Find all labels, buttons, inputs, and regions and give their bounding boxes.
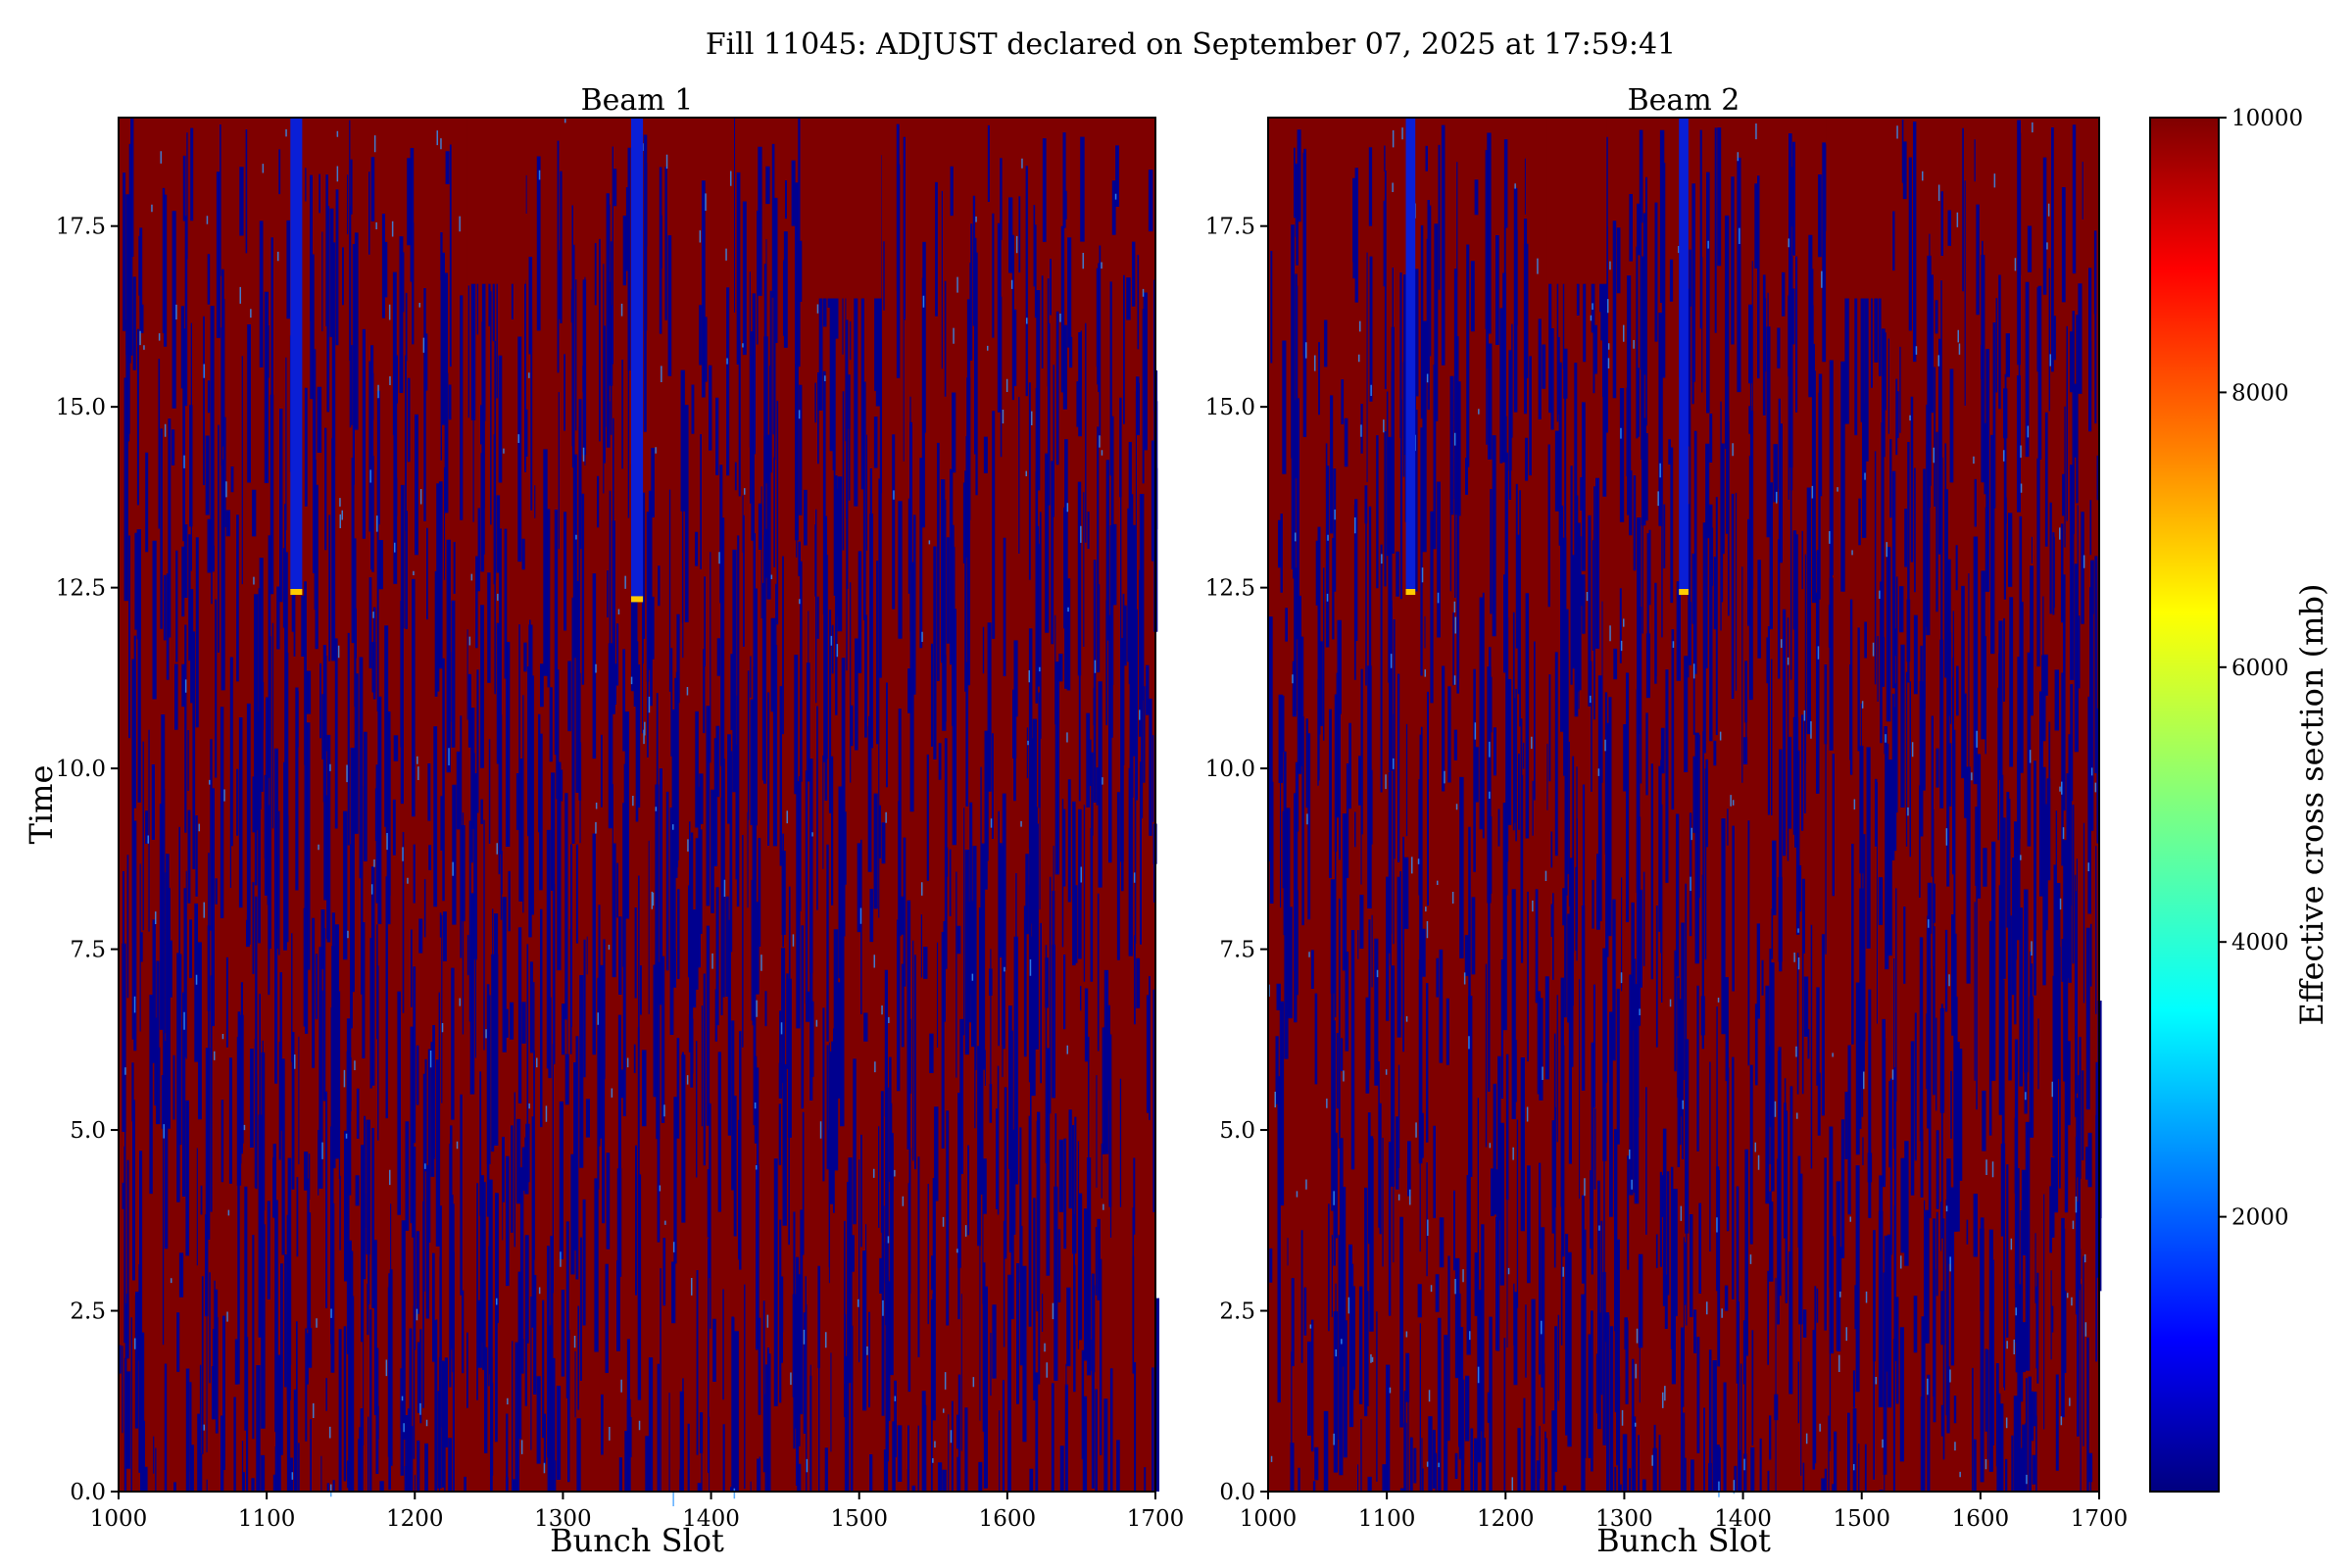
- x-tick-label: 1100: [1358, 1506, 1416, 1532]
- colorbar-ticks: 2000 4000 6000 8000 10000: [2219, 106, 2303, 1231]
- x-tick-label: 1400: [682, 1506, 740, 1532]
- heatmap-low-streaks: [119, 118, 1160, 1493]
- x-tick-label: 1100: [238, 1506, 296, 1532]
- beam-2-x-ticks: 1000 1100 1200 1300 1400 1500 1600 1700: [1240, 1492, 2129, 1532]
- colorbar-label: Effective cross section (mb): [2293, 584, 2330, 1026]
- x-tick-label: 1600: [1952, 1506, 2010, 1532]
- saturated-block: [1546, 118, 1607, 284]
- colorbar-tick-label: 10000: [2231, 106, 2303, 131]
- x-tick-label: 1300: [534, 1506, 592, 1532]
- y-tick-label: 15.0: [1205, 395, 1255, 420]
- x-tick-label: 1300: [1595, 1506, 1653, 1532]
- beam-2-heatmap: [1268, 118, 2102, 1497]
- x-tick-label: 1500: [830, 1506, 888, 1532]
- panel-beam-2: Beam 2 1000 1100 1200 1300 1400 1500 1600 1700 …: [1205, 83, 2128, 1559]
- y-tick-label: 5.0: [70, 1118, 106, 1144]
- stripe-edge-marker: [1679, 589, 1689, 595]
- beam-1-x-axis-label: Bunch Slot: [550, 1522, 724, 1559]
- beam-1-axes-frame: [118, 117, 1156, 1493]
- stripe-edge-marker: [290, 589, 303, 595]
- x-tick-label: 1000: [1240, 1506, 1298, 1532]
- stripe-edge-marker: [631, 596, 644, 603]
- stripe-edge-marker: [1405, 589, 1416, 595]
- beam-1-y-ticks: 0.0 2.5 5.0 7.5 10.0 12.5 15.0 17.5: [56, 215, 119, 1505]
- y-tick-label: 12.5: [1205, 576, 1255, 602]
- x-tick-label: 1000: [90, 1506, 148, 1532]
- beam-1-x-ticks: 1000 1100 1200 1300 1400 1500 1600 1700: [90, 1492, 1185, 1532]
- y-tick-label: 12.5: [56, 576, 106, 602]
- low-value-stripe: [290, 118, 303, 595]
- y-tick-label: 10.0: [1205, 757, 1255, 782]
- colorbar-gradient: [2150, 118, 2219, 1492]
- x-tick-label: 1400: [1714, 1506, 1772, 1532]
- y-tick-label: 0.0: [1219, 1480, 1255, 1505]
- low-value-stripe: [631, 118, 644, 603]
- y-tick-label: 2.5: [70, 1299, 106, 1325]
- y-tick-label: 5.0: [1219, 1118, 1255, 1144]
- y-tick-label: 17.5: [1205, 215, 1255, 240]
- colorbar-tick-label: 8000: [2231, 380, 2289, 406]
- colorbar-tick-label: 2000: [2231, 1205, 2289, 1231]
- beam-2-x-axis-label: Bunch Slot: [1596, 1522, 1771, 1559]
- colorbar-frame: [2149, 117, 2220, 1493]
- x-tick-label: 1700: [1127, 1506, 1185, 1532]
- y-axis-label: Time: [23, 765, 60, 845]
- saturated-block: [466, 118, 526, 284]
- y-tick-label: 10.0: [56, 757, 106, 782]
- y-tick-label: 7.5: [1219, 938, 1255, 963]
- beam-2-title: Beam 2: [1628, 83, 1740, 118]
- x-tick-label: 1700: [2071, 1506, 2129, 1532]
- colorbar-tick-label: 4000: [2231, 930, 2289, 956]
- y-tick-label: 2.5: [1219, 1299, 1255, 1325]
- x-tick-label: 1500: [1833, 1506, 1890, 1532]
- y-tick-label: 17.5: [56, 215, 106, 240]
- beam-2-axes-frame: [1267, 117, 2100, 1493]
- low-value-stripe: [1679, 118, 1689, 595]
- figure-title: Fill 11045: ADJUST declared on September…: [706, 27, 1676, 62]
- x-tick-label: 1600: [979, 1506, 1037, 1532]
- y-tick-label: 15.0: [56, 395, 106, 420]
- saturated-block: [807, 118, 882, 299]
- x-tick-label: 1200: [1477, 1506, 1535, 1532]
- y-tick-label: 7.5: [70, 938, 106, 963]
- colorbar: 2000 4000 6000 8000 10000 Effective cross se…: [2149, 106, 2330, 1493]
- low-value-stripe: [1405, 118, 1416, 595]
- panel-beam-1: Beam 1 1000 1100 1200 1300 1400 1500 1600 1700 …: [23, 83, 1184, 1559]
- beam-1-heatmap: [119, 118, 1160, 1507]
- colorbar-tick-label: 6000: [2231, 656, 2289, 681]
- x-tick-label: 1200: [386, 1506, 444, 1532]
- beam-1-title: Beam 1: [581, 83, 694, 118]
- y-tick-label: 0.0: [70, 1480, 106, 1505]
- saturated-block: [1826, 118, 1886, 299]
- beam-2-y-ticks: 0.0 2.5 5.0 7.5 10.0 12.5 15.0 17.5: [1205, 215, 1268, 1505]
